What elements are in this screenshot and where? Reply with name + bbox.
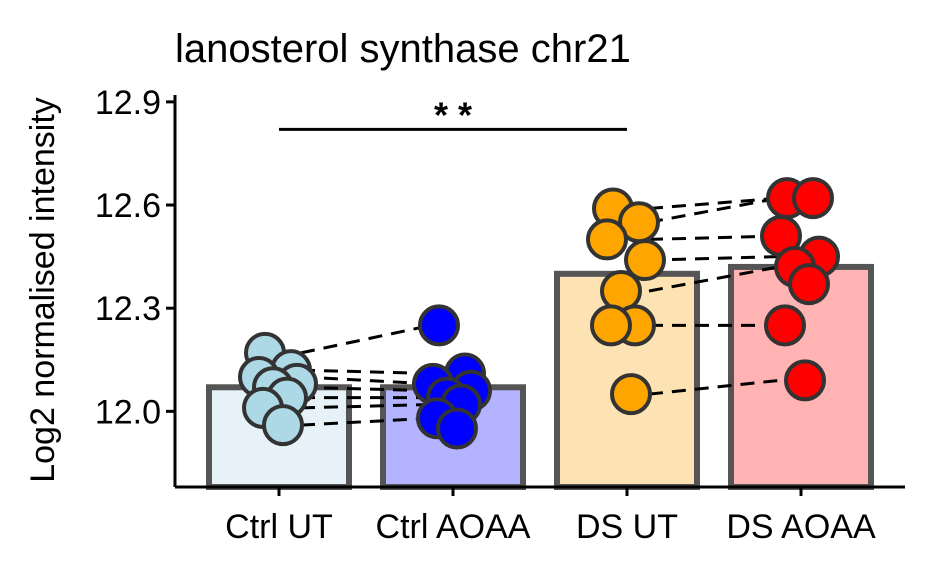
data-point-3-5 — [788, 263, 830, 306]
y-tick-label-1: 12.3 — [95, 290, 161, 328]
pair-line-9 — [648, 234, 780, 241]
chart-title: lanosterol synthase chr21 — [175, 27, 631, 71]
data-point-2-6 — [590, 304, 632, 347]
y-tick-label-0: 12.0 — [95, 393, 161, 431]
data-point-2-2 — [586, 218, 628, 261]
pair-line-2 — [300, 375, 432, 386]
data-point-1-7 — [436, 407, 478, 450]
data-point-2-4 — [600, 270, 642, 312]
data-point-0-7 — [262, 404, 304, 447]
data-point-1-0 — [418, 304, 460, 347]
x-tick-label-1: Ctrl AOAA — [376, 508, 531, 546]
significance-label: * * — [434, 94, 472, 135]
significance-annotation: * * — [279, 94, 627, 135]
x-tick-label-2: DS UT — [576, 508, 678, 546]
data-point-2-7 — [610, 373, 652, 416]
y-tick-label-2: 12.6 — [95, 187, 161, 225]
axes: 12.0 12.3 12.6 12.9 Ctrl UT Ctrl AOAA DS UT DS … — [95, 84, 905, 546]
data-point-3-7 — [784, 359, 826, 402]
data-point-3-1 — [792, 177, 834, 220]
x-tick-label-0: Ctrl UT — [225, 508, 333, 546]
pair-line-7 — [648, 196, 780, 210]
pair-line-1 — [300, 368, 432, 376]
data-point-3-6 — [764, 304, 806, 347]
data-point-2-3 — [624, 239, 666, 282]
pair-line-8 — [648, 196, 780, 224]
y-axis-title: Log2 normalised intensity — [24, 97, 62, 483]
y-tick-label-3: 12.9 — [95, 84, 161, 122]
x-tick-label-3: DS AOAA — [726, 508, 876, 546]
pair-line-0 — [300, 323, 432, 355]
pair-line-10 — [648, 255, 780, 262]
pair-lines — [300, 196, 780, 427]
data-points — [238, 177, 840, 450]
